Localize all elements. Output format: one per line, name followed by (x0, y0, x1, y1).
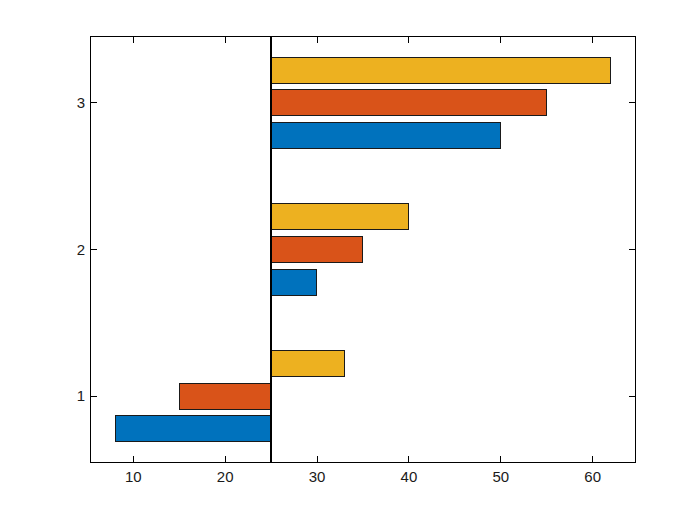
x-tick-bottom (408, 456, 409, 462)
x-tick-label: 30 (292, 468, 342, 486)
y-tick-left (91, 396, 97, 397)
x-tick-label: 60 (568, 468, 618, 486)
x-tick-label: 20 (200, 468, 250, 486)
x-tick-top (133, 37, 134, 43)
x-tick-label: 40 (384, 468, 434, 486)
x-tick-top (592, 37, 593, 43)
x-tick-bottom (225, 456, 226, 462)
y-tick-right (629, 249, 635, 250)
x-tick-label: 50 (476, 468, 526, 486)
x-tick-top (225, 37, 226, 43)
x-tick-bottom (500, 456, 501, 462)
y-tick-right (629, 396, 635, 397)
y-tick-left (91, 249, 97, 250)
plot-area (90, 36, 636, 463)
y-tick-right (629, 102, 635, 103)
y-tick-label: 1 (45, 387, 85, 405)
x-tick-bottom (317, 456, 318, 462)
x-tick-label: 10 (108, 468, 158, 486)
x-tick-top (500, 37, 501, 43)
x-tick-bottom (133, 456, 134, 462)
base-value-line (270, 37, 272, 462)
y-tick-left (91, 102, 97, 103)
x-tick-top (317, 37, 318, 43)
y-tick-label: 2 (45, 241, 85, 259)
y-tick-label: 3 (45, 94, 85, 112)
figure: 10 20 30 40 50 60 1 2 3 (0, 0, 700, 520)
x-tick-top (408, 37, 409, 43)
ticks-layer (91, 37, 635, 462)
x-tick-bottom (592, 456, 593, 462)
